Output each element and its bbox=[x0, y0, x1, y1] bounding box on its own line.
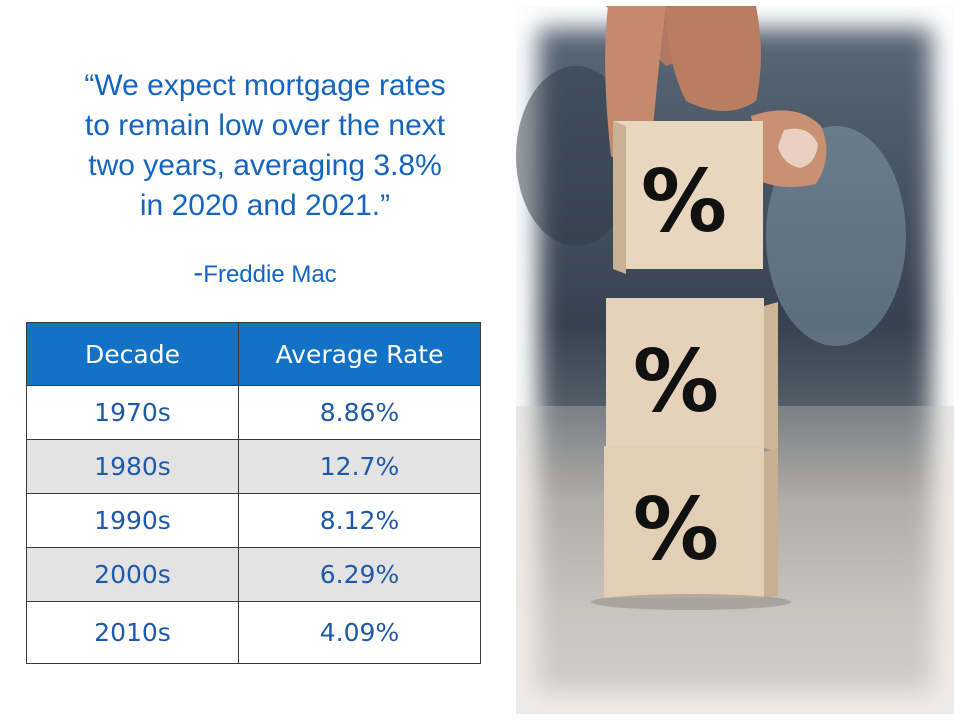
table-row: 1970s 8.86% bbox=[26, 385, 481, 440]
rate-cell: 4.09% bbox=[238, 601, 481, 664]
palm bbox=[666, 6, 761, 111]
rate-cell: 8.12% bbox=[238, 493, 481, 548]
quote-line: in 2020 and 2021.” bbox=[139, 189, 391, 222]
attribution-name: Freddie Mac bbox=[203, 261, 337, 288]
rate-cell: 8.86% bbox=[238, 385, 481, 440]
photo-illustration: % % % bbox=[516, 6, 954, 714]
wooden-block bbox=[606, 298, 764, 448]
background-blur bbox=[516, 66, 636, 246]
decade-cell: 1970s bbox=[26, 385, 239, 440]
quote-line: two years, averaging 3.8% bbox=[88, 149, 442, 182]
wooden-block-side bbox=[764, 448, 778, 598]
rate-cell: 6.29% bbox=[238, 547, 481, 602]
decade-cell: 2010s bbox=[26, 601, 239, 664]
wooden-block bbox=[604, 446, 764, 598]
thumbnail bbox=[778, 128, 818, 168]
table-row: 1980s 12.7% bbox=[26, 439, 481, 494]
header-decade: Decade bbox=[26, 322, 239, 386]
mortgage-rates-table: Decade Average Rate 1970s 8.86% 1980s 12… bbox=[26, 322, 481, 664]
table-header-row: Decade Average Rate bbox=[26, 322, 481, 386]
rate-cell: 12.7% bbox=[238, 439, 481, 494]
percent-blocks-photo: % % % bbox=[516, 6, 954, 714]
block-shadow bbox=[591, 594, 791, 610]
percent-symbol: % bbox=[633, 332, 719, 432]
quote-text: “We expect mortgage rates to remain low … bbox=[22, 66, 508, 226]
attribution-dash: - bbox=[193, 256, 204, 289]
header-average-rate: Average Rate bbox=[238, 322, 481, 386]
decade-cell: 1990s bbox=[26, 493, 239, 548]
decade-cell: 2000s bbox=[26, 547, 239, 602]
table-row: 2000s 6.29% bbox=[26, 547, 481, 602]
decade-cell: 1980s bbox=[26, 439, 239, 494]
quote-attribution: -Freddie Mac bbox=[22, 256, 508, 290]
wooden-block-side bbox=[764, 302, 778, 452]
quote-line: “We expect mortgage rates bbox=[84, 69, 446, 102]
percent-symbol: % bbox=[633, 480, 719, 580]
percent-symbol: % bbox=[641, 152, 727, 252]
quote-line: to remain low over the next bbox=[84, 109, 446, 142]
table-row: 2010s 4.09% bbox=[26, 601, 481, 664]
table-row: 1990s 8.12% bbox=[26, 493, 481, 548]
wooden-block-side bbox=[613, 121, 626, 274]
wooden-block bbox=[613, 121, 763, 269]
